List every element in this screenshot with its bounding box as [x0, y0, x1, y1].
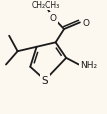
Text: CH₂CH₃: CH₂CH₃ — [32, 1, 60, 10]
Text: S: S — [42, 75, 48, 85]
Text: O: O — [50, 14, 57, 23]
Text: NH₂: NH₂ — [80, 61, 97, 69]
Text: O: O — [82, 19, 89, 28]
